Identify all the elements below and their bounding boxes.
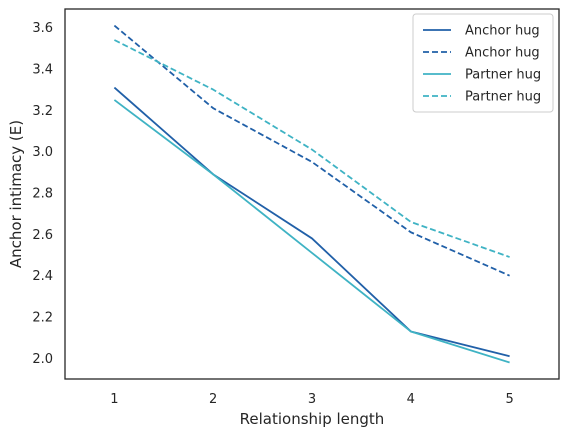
plot-lines: [113, 24, 510, 364]
y-axis: 2.0 2.2 2.4 2.6 2.8 3.0 3.2 3.4 3.6: [32, 21, 53, 367]
legend-label: Anchor hug: [465, 46, 540, 61]
series-line-1: [113, 86, 510, 358]
legend-item: Partner hug: [423, 68, 541, 83]
legend: Anchor hug Anchor hug Partner hug Partner h…: [412, 13, 554, 113]
y-tick-label: 2.8: [32, 186, 53, 201]
x-tick-label: 2: [209, 392, 217, 407]
x-tick-label: 3: [308, 392, 316, 407]
y-tick-label: 3.2: [32, 104, 53, 119]
legend-label: Partner hug: [465, 90, 541, 105]
x-tick-label: 1: [110, 392, 118, 407]
legend-item: Anchor hug: [423, 46, 540, 61]
y-tick-label: 2.4: [32, 269, 53, 284]
series-line-3: [113, 99, 510, 364]
x-axis-label: Relationship length: [240, 410, 385, 428]
plot-frame: [64, 8, 560, 380]
y-tick-label: 3.4: [32, 62, 53, 77]
y-tick-label: 2.6: [32, 228, 53, 243]
legend-item: Anchor hug: [423, 24, 540, 39]
x-tick-label: 4: [407, 392, 415, 407]
legend-item: Partner hug: [423, 90, 541, 105]
legend-label: Partner hug: [465, 68, 541, 83]
legend-box: [412, 13, 554, 113]
y-tick-label: 2.2: [32, 310, 53, 325]
y-tick-label: 2.0: [32, 352, 53, 367]
x-axis: 1 2 3 4 5: [110, 392, 513, 407]
series-line-4: [113, 39, 510, 258]
x-tick-label: 5: [505, 392, 513, 407]
series-line-2: [113, 24, 510, 277]
y-tick-label: 3.0: [32, 145, 53, 160]
y-axis-label: Anchor intimacy (E): [7, 120, 25, 268]
y-tick-label: 3.6: [32, 21, 53, 36]
legend-label: Anchor hug: [465, 24, 540, 39]
